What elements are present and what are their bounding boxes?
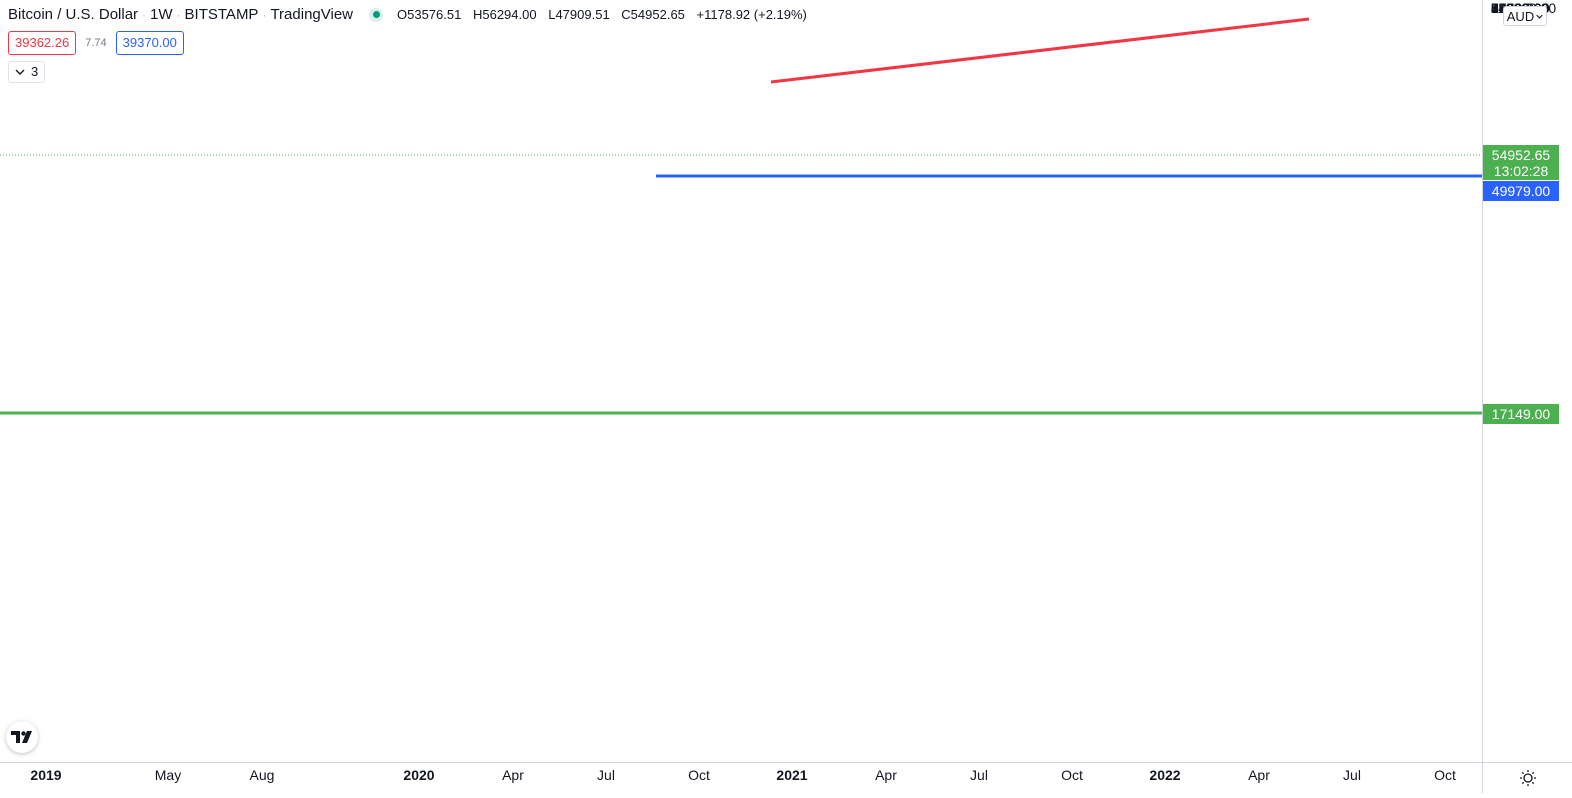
- time-axis-label: Jul: [970, 767, 988, 783]
- chart-pane[interactable]: Bitcoin / U.S. Dollar · 1W · BITSTAMP · …: [0, 0, 1482, 762]
- buy-price-button[interactable]: 39370.00: [115, 31, 184, 55]
- time-axis-label: Jul: [597, 767, 615, 783]
- ohlc-values: O53576.51 H56294.00 L47909.51 C54952.65 …: [397, 7, 815, 22]
- green-line-price: 17149.00: [1492, 406, 1551, 422]
- time-axis[interactable]: 2019 May Aug 2020 Apr Jul Oct 2021 Apr Jul Oct 2022…: [0, 762, 1482, 793]
- buy-sell-panel: 39362.26 7.74 39370.00: [8, 31, 184, 55]
- time-axis-label: Oct: [1434, 767, 1456, 783]
- source-label: TradingView: [270, 6, 353, 23]
- spread-value: 7.74: [85, 37, 107, 49]
- bar-countdown: 13:02:28: [1494, 163, 1549, 179]
- candlestick-chart[interactable]: [0, 0, 1482, 762]
- interval-label[interactable]: 1W: [150, 6, 173, 23]
- currency-value: AUD: [1506, 8, 1535, 24]
- exchange-label: BITSTAMP: [184, 6, 259, 23]
- time-axis-label: Apr: [1248, 767, 1270, 783]
- open-value: O53576.51: [397, 7, 462, 22]
- last-price-tag: 54952.65 13:02:28: [1483, 145, 1559, 180]
- time-axis-label: 2021: [776, 767, 807, 783]
- status-dot-icon[interactable]: [369, 7, 383, 22]
- green-line-price-tag: 17149.00: [1483, 404, 1559, 424]
- time-axis-label: Apr: [502, 767, 524, 783]
- indicators-count: 3: [31, 64, 39, 79]
- time-axis-label: May: [155, 767, 181, 783]
- symbol-name[interactable]: Bitcoin / U.S. Dollar: [8, 6, 139, 23]
- tradingview-logo-icon[interactable]: [6, 721, 38, 753]
- symbol-legend: Bitcoin / U.S. Dollar · 1W · BITSTAMP · …: [8, 6, 815, 23]
- chevron-down-icon: [1536, 14, 1543, 19]
- price-axis[interactable]: 110000.0090000.0074000.0062000.0042500.0…: [1482, 0, 1572, 762]
- time-axis-label: Apr: [875, 767, 897, 783]
- time-axis-label: 2020: [403, 767, 434, 783]
- time-axis-label: 2022: [1149, 767, 1180, 783]
- indicators-toggle-button[interactable]: 3: [8, 61, 46, 83]
- chevron-down-icon: [15, 69, 25, 75]
- time-axis-label: Jul: [1343, 767, 1361, 783]
- low-value: L47909.51: [548, 7, 610, 22]
- currency-selector[interactable]: AUD: [1503, 6, 1547, 26]
- last-price-value: 54952.65: [1492, 147, 1551, 163]
- blue-line-price: 49979.00: [1492, 183, 1551, 199]
- close-value: C54952.65: [621, 7, 685, 22]
- resistance-trend-line[interactable]: [770, 17, 1310, 84]
- time-axis-label: Oct: [1061, 767, 1083, 783]
- settings-sun-icon[interactable]: [1482, 762, 1572, 793]
- change-value: +1178.92 (+2.19%): [696, 7, 807, 22]
- blue-line-price-tag: 49979.00: [1483, 181, 1559, 201]
- time-axis-label: Aug: [250, 767, 275, 783]
- time-axis-label: Oct: [688, 767, 710, 783]
- high-value: H56294.00: [472, 7, 537, 22]
- sell-price-button[interactable]: 39362.26: [8, 31, 77, 55]
- time-axis-label: 2019: [30, 767, 61, 783]
